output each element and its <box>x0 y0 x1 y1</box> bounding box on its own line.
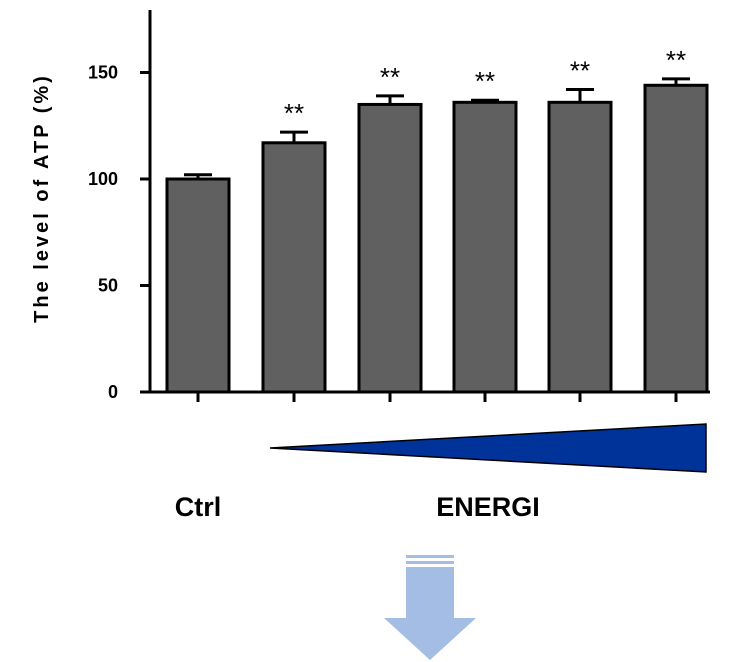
significance-marker: ** <box>475 66 495 96</box>
bar <box>452 100 518 394</box>
y-tick-label: 0 <box>108 382 118 402</box>
y-ticks: 0 50 100 150 <box>88 63 150 402</box>
energi-group-label: ENERGI <box>436 492 540 522</box>
x-ticks <box>196 392 678 402</box>
significance-marker: ** <box>570 56 590 86</box>
significance-marker: ** <box>380 62 400 92</box>
bar <box>643 83 709 394</box>
bar <box>165 177 231 394</box>
y-tick-label: 50 <box>98 276 118 296</box>
bar <box>261 141 327 394</box>
y-axis-label: The level of ATP (%) <box>31 73 53 323</box>
y-tick-label: 150 <box>88 63 118 83</box>
significance-marker: ** <box>284 98 304 128</box>
significance-labels: ** ** ** ** ** <box>284 45 686 128</box>
bar <box>357 102 423 394</box>
ctrl-group-label: Ctrl <box>175 492 222 522</box>
significance-marker: ** <box>666 45 686 75</box>
bar <box>547 100 613 394</box>
error-bars <box>184 77 690 179</box>
y-tick-label: 100 <box>88 169 118 189</box>
bars <box>165 83 709 394</box>
dose-gradient-wedge <box>269 423 707 473</box>
down-arrow-icon <box>384 555 476 660</box>
